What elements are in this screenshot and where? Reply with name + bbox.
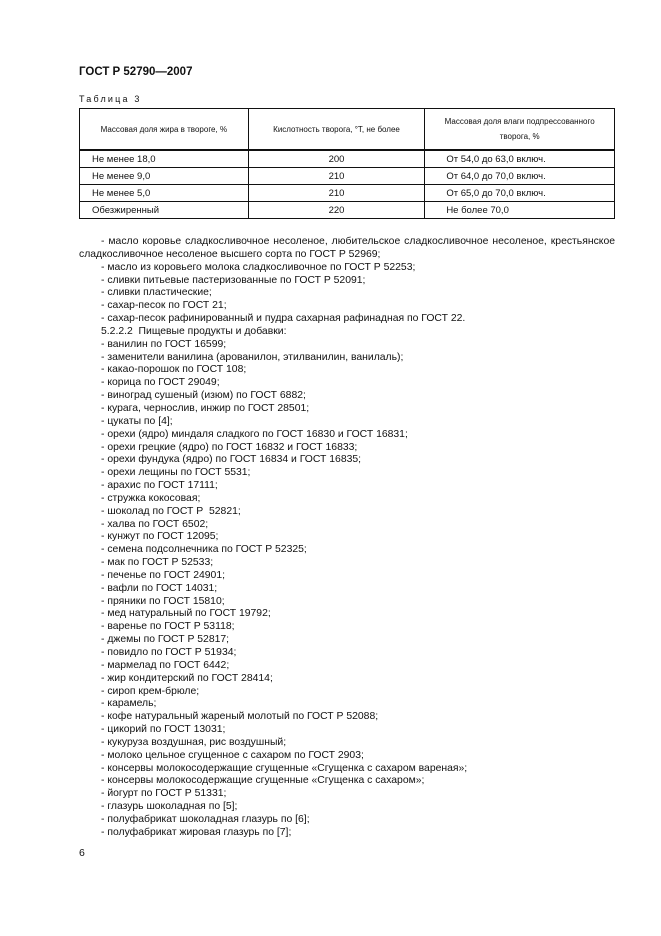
list-item: - цукаты по [4]; bbox=[101, 415, 173, 427]
list-item: - сахар-песок по ГОСТ 21; bbox=[101, 300, 227, 312]
list-item: - арахис по ГОСТ 17111; bbox=[101, 480, 218, 492]
table-cell: 210 bbox=[247, 184, 426, 202]
list-item: - курага, чернослив, инжир по ГОСТ 28501… bbox=[101, 402, 310, 414]
table-cell: Не менее 5,0 bbox=[79, 184, 249, 202]
list-item: - какао-порошок по ГОСТ 108; bbox=[101, 364, 247, 376]
list-item: - печенье по ГОСТ 24901; bbox=[101, 569, 226, 581]
list-item: - кунжут по ГОСТ 12095; bbox=[101, 531, 219, 543]
list-item: - консервы молокосодержащие сгущенные «С… bbox=[101, 762, 468, 774]
list-item: - стружка кокосовая; bbox=[101, 492, 201, 504]
list-item: - молоко цельное сгущенное с сахаром по … bbox=[101, 749, 364, 761]
list-item: - йогурт по ГОСТ Р 51331; bbox=[101, 788, 227, 800]
table-row: Не менее 9,0 210 От 64,0 до 70,0 включ. bbox=[79, 167, 615, 185]
list-item: - халва по ГОСТ 6502; bbox=[101, 518, 209, 530]
body-text: - масло коровье сладкосливочное несолено… bbox=[79, 236, 615, 840]
list-item: - орехи (ядро) миндаля сладкого по ГОСТ … bbox=[101, 428, 408, 440]
table-cell: Не более 70,0 bbox=[424, 201, 615, 219]
list-item: - сироп крем-брюле; bbox=[101, 685, 200, 697]
list-item: - джемы по ГОСТ Р 52817; bbox=[101, 634, 230, 646]
page-number: 6 bbox=[79, 847, 85, 859]
list-item: - вафли по ГОСТ 14031; bbox=[101, 582, 218, 594]
list-item: - заменители ванилина (арованилон, этилв… bbox=[101, 351, 404, 363]
list-item: - шоколад по ГОСТ Р 52821; bbox=[101, 505, 241, 517]
list-item: - жир кондитерский по ГОСТ 28414; bbox=[101, 672, 273, 684]
list-item: - консервы молокосодержащие сгущенные «С… bbox=[101, 775, 425, 787]
list-item: - карамель; bbox=[101, 698, 157, 710]
table-cell: 220 bbox=[247, 201, 426, 219]
list-item: - сливки питьевые пастеризованные по ГОС… bbox=[101, 274, 366, 286]
table-cell: 200 bbox=[247, 149, 426, 168]
list-item: - мармелад по ГОСТ 6442; bbox=[101, 659, 230, 671]
list-item: - ванилин по ГОСТ 16599; bbox=[101, 338, 227, 350]
list-item: - семена подсолнечника по ГОСТ Р 52325; bbox=[101, 544, 307, 556]
table-cell: Не менее 9,0 bbox=[79, 167, 249, 185]
table-header-row: Массовая доля жира в твороге, % Кислотно… bbox=[79, 108, 615, 151]
table-cell: Не менее 18,0 bbox=[79, 149, 249, 168]
table-cell: От 64,0 до 70,0 включ. bbox=[424, 167, 615, 185]
list-item: - пряники по ГОСТ 15810; bbox=[101, 595, 225, 607]
list-item: - орехи лещины по ГОСТ 5531; bbox=[101, 467, 251, 479]
column-header: Кислотность творога, °Т, не более bbox=[247, 108, 426, 151]
list-item: - сливки пластические; bbox=[101, 287, 212, 299]
list-item: - полуфабрикат шоколадная глазурь по [6]… bbox=[101, 813, 310, 825]
table-caption: Таблица 3 bbox=[79, 94, 142, 104]
list-item: - мед натуральный по ГОСТ 19792; bbox=[101, 608, 271, 620]
list-item: - орехи фундука (ядро) по ГОСТ 16834 и Г… bbox=[101, 454, 362, 466]
list-item: - масло из коровьего молока сладкосливоч… bbox=[101, 261, 416, 273]
list-item: - орехи грецкие (ядро) по ГОСТ 16832 и Г… bbox=[101, 441, 358, 453]
list-item: - мак по ГОСТ Р 52533; bbox=[101, 557, 214, 569]
list-item: - повидло по ГОСТ Р 51934; bbox=[101, 647, 237, 658]
table-cell: 210 bbox=[247, 167, 426, 185]
list-item: - варенье по ГОСТ Р 53118; bbox=[101, 621, 235, 633]
list-item: - корица по ГОСТ 29049; bbox=[101, 377, 220, 389]
table-cell: Обезжиренный bbox=[79, 201, 249, 219]
list-item: - кукуруза воздушная, рис воздушный; bbox=[101, 736, 287, 748]
list-item: - масло коровье сладкосливочное несолено… bbox=[79, 236, 615, 260]
list-item: - цикорий по ГОСТ 13031; bbox=[101, 724, 226, 736]
table-row: Обезжиренный 220 Не более 70,0 bbox=[79, 201, 615, 219]
table-row: Не менее 5,0 210 От 65,0 до 70,0 включ. bbox=[79, 184, 615, 202]
column-header: Массовая доля влаги подпрессованного тво… bbox=[424, 108, 615, 151]
section-heading: 5.2.2.2 Пищевые продукты и добавки: bbox=[101, 325, 287, 337]
table-3: Массовая доля жира в твороге, % Кислотно… bbox=[79, 108, 615, 219]
table-row: Не менее 18,0 200 От 54,0 до 63,0 включ. bbox=[79, 149, 615, 168]
document-header: ГОСТ Р 52790—2007 bbox=[79, 66, 193, 78]
table-cell: От 54,0 до 63,0 включ. bbox=[424, 149, 615, 168]
list-item: - кофе натуральный жареный молотый по ГО… bbox=[101, 711, 379, 723]
list-item: - глазурь шоколадная по [5]; bbox=[101, 801, 238, 813]
table-cell: От 65,0 до 70,0 включ. bbox=[424, 184, 615, 202]
column-header: Массовая доля жира в твороге, % bbox=[79, 108, 249, 151]
list-item: - виноград сушеный (изюм) по ГОСТ 6882; bbox=[101, 390, 306, 402]
list-item: - сахар-песок рафинированный и пудра сах… bbox=[101, 313, 466, 325]
list-item: - полуфабрикат жировая глазурь по [7]; bbox=[101, 826, 292, 838]
